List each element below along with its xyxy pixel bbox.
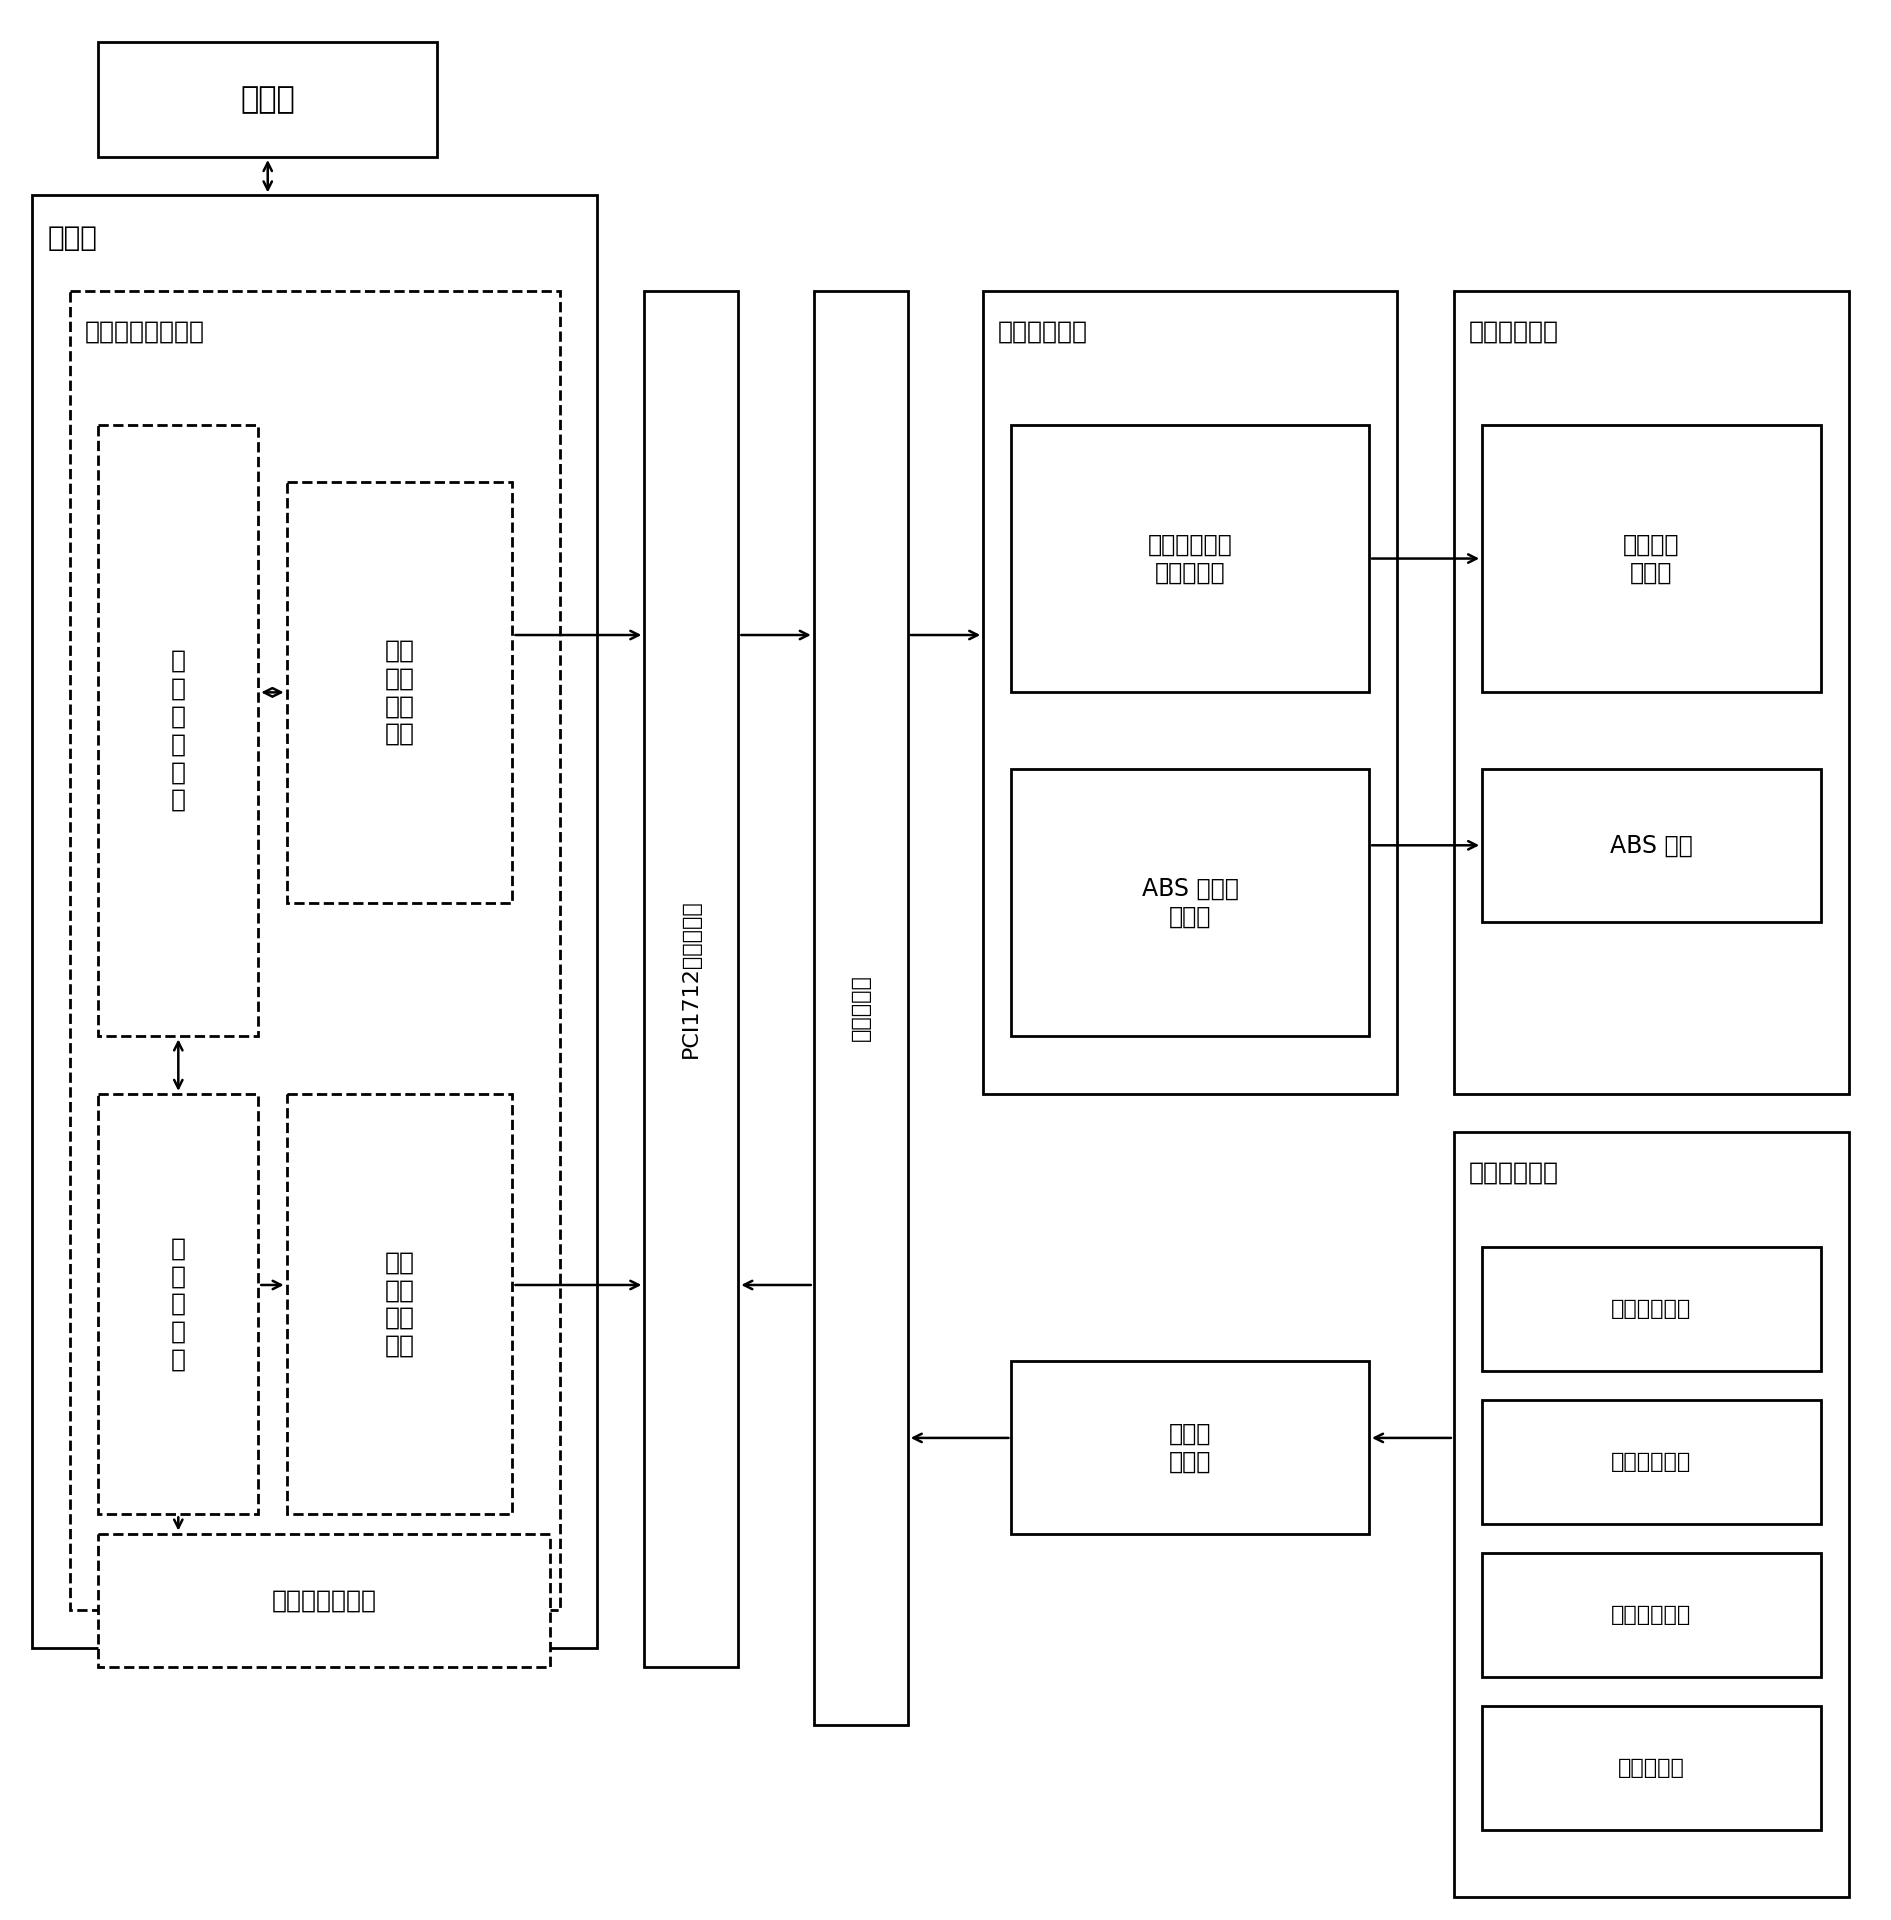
Text: 接线端子板: 接线端子板: [851, 973, 870, 1041]
Text: 输入
信号
处理
模块: 输入 信号 处理 模块: [384, 639, 414, 747]
Text: 电磁阀、泵电
机驱动电路: 电磁阀、泵电 机驱动电路: [1148, 532, 1233, 584]
Bar: [98, 1094, 259, 1515]
Bar: [1483, 424, 1821, 693]
Text: 轮缸压力传感: 轮缸压力传感: [1611, 1605, 1692, 1624]
Bar: [98, 1534, 550, 1667]
Bar: [1483, 1400, 1821, 1524]
Bar: [1483, 1246, 1821, 1371]
Bar: [1012, 424, 1369, 693]
Text: 制动踏板位移: 制动踏板位移: [1611, 1452, 1692, 1473]
Bar: [1483, 768, 1821, 922]
Bar: [1454, 292, 1849, 1094]
Bar: [1483, 1705, 1821, 1830]
Text: 输出
信号
处理
模块: 输出 信号 处理 模块: [384, 1250, 414, 1357]
Text: 信号驱动电路: 信号驱动电路: [998, 319, 1087, 344]
Bar: [1483, 1553, 1821, 1676]
Bar: [98, 424, 259, 1037]
Text: 工控机: 工控机: [47, 225, 96, 252]
Bar: [287, 1094, 512, 1515]
Text: 快速控制原型模型: 快速控制原型模型: [85, 319, 204, 344]
Bar: [983, 292, 1397, 1094]
Text: 控
制
器
模
型: 控 制 器 模 型: [170, 1236, 185, 1371]
Text: 显示器: 显示器: [240, 84, 295, 115]
Text: ABS 电机驱
动电路: ABS 电机驱 动电路: [1142, 877, 1239, 929]
Bar: [32, 196, 598, 1647]
Text: 轮速传感器: 轮速传感器: [1619, 1757, 1685, 1778]
Text: 电机转速传感: 电机转速传感: [1611, 1298, 1692, 1319]
Text: ABS 电机: ABS 电机: [1609, 833, 1692, 858]
Bar: [1454, 1133, 1849, 1897]
Bar: [1012, 1361, 1369, 1534]
Text: 电磁阀、
泵电机: 电磁阀、 泵电机: [1622, 532, 1679, 584]
Text: PCI1712数据采集卡: PCI1712数据采集卡: [681, 900, 702, 1058]
Bar: [98, 42, 437, 157]
Bar: [813, 292, 908, 1724]
Text: 信号处
理电路: 信号处 理电路: [1169, 1421, 1212, 1473]
Bar: [645, 292, 737, 1667]
Text: 制动硬件系统: 制动硬件系统: [1469, 319, 1558, 344]
Text: 车
辆
动
力
学
模: 车 辆 动 力 学 模: [170, 649, 185, 812]
Bar: [70, 292, 560, 1611]
Bar: [287, 482, 512, 902]
Text: 电池管理系统模: 电池管理系统模: [272, 1588, 376, 1613]
Bar: [1012, 768, 1369, 1037]
Text: 信号采集系统: 信号采集系统: [1469, 1162, 1558, 1185]
